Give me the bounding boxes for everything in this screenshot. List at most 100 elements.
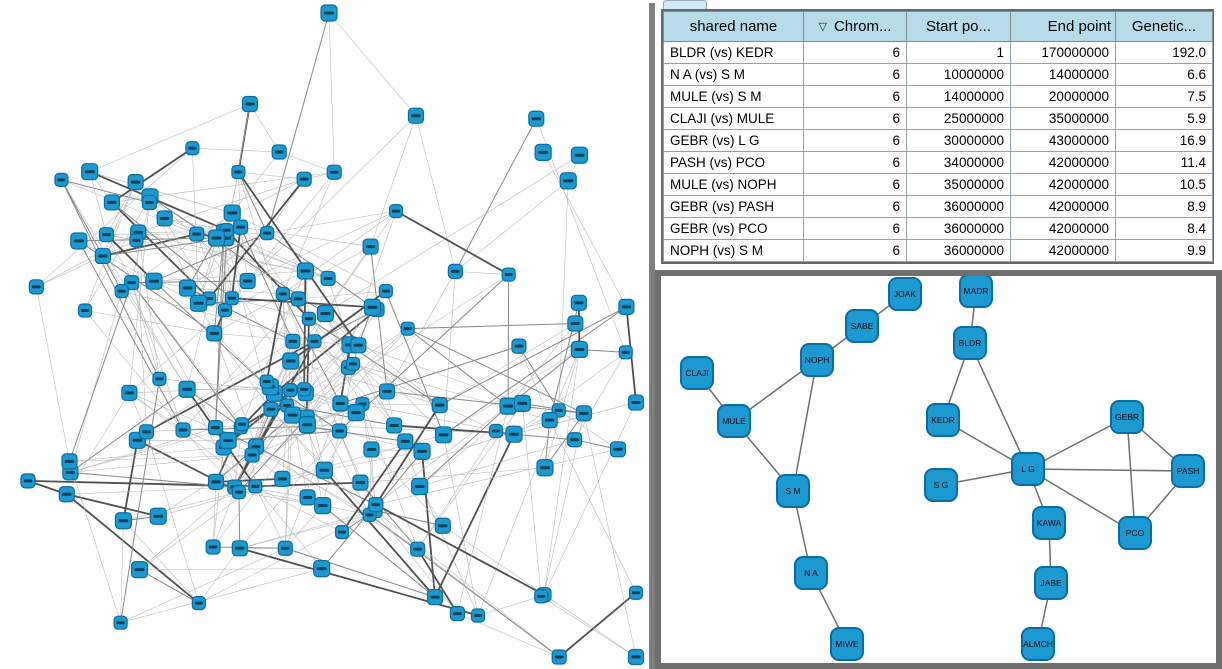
table-row[interactable]: BLDR (vs) KEDR 6 1 170000000 192.0	[663, 41, 1213, 64]
network-edge[interactable]	[123, 491, 239, 522]
cell-value[interactable]: 5.9	[1115, 107, 1213, 130]
network-node[interactable]	[114, 512, 133, 530]
network-edge[interactable]	[322, 505, 436, 598]
network-edge[interactable]	[375, 449, 619, 505]
network-edge[interactable]	[238, 171, 305, 180]
network-edge[interactable]	[247, 172, 335, 282]
network-edge[interactable]	[574, 352, 626, 440]
network-edge[interactable]	[513, 433, 575, 441]
cell-value[interactable]: 36000000	[906, 195, 1011, 218]
cell-value[interactable]: 6	[803, 151, 907, 174]
network-node[interactable]	[152, 371, 167, 386]
network-edge[interactable]	[212, 447, 224, 548]
network-edge[interactable]	[70, 291, 122, 473]
network-node[interactable]	[314, 497, 332, 515]
network-node[interactable]	[570, 146, 589, 164]
cell-value[interactable]: 42000000	[1010, 217, 1116, 240]
network-edge[interactable]	[415, 115, 456, 272]
network-edge[interactable]	[255, 446, 418, 550]
network-node[interactable]	[627, 394, 645, 411]
network-node[interactable]	[534, 143, 552, 161]
network-edge[interactable]	[325, 155, 580, 314]
network-edge[interactable]	[308, 318, 440, 406]
network-edge[interactable]	[139, 569, 200, 604]
network-node[interactable]	[175, 422, 191, 438]
cell-value[interactable]: 6	[803, 173, 907, 196]
cell-value[interactable]: 35000000	[1010, 107, 1116, 130]
network-edge[interactable]	[78, 240, 155, 282]
network-edge[interactable]	[583, 413, 637, 658]
network-edge[interactable]	[324, 451, 423, 471]
network-node[interactable]	[345, 356, 361, 372]
network-edge[interactable]	[111, 147, 193, 204]
network-node[interactable]	[234, 417, 250, 432]
network-node[interactable]	[313, 559, 331, 578]
network-node[interactable]	[156, 210, 173, 227]
network-edge[interactable]	[186, 389, 240, 493]
network-edge[interactable]	[192, 147, 280, 153]
network-edge[interactable]	[443, 306, 627, 436]
table-row[interactable]: MULE (vs) NOPH 6 35000000 42000000 10.5	[663, 173, 1213, 196]
network-edge[interactable]	[230, 227, 242, 299]
network-edge[interactable]	[290, 360, 440, 406]
network-node[interactable]	[241, 95, 259, 113]
network-node[interactable]	[575, 405, 592, 422]
network-edge[interactable]	[285, 547, 436, 598]
cell-value[interactable]: 36000000	[906, 239, 1011, 262]
network-edge[interactable]	[89, 103, 251, 172]
network-edge[interactable]	[198, 510, 376, 604]
network-edge[interactable]	[186, 388, 242, 428]
network-edge[interactable]	[224, 270, 306, 311]
graph-node-LG[interactable]: L G	[1011, 452, 1045, 486]
network-node[interactable]	[320, 270, 336, 287]
network-edge[interactable]	[215, 427, 377, 506]
network-node[interactable]	[301, 311, 317, 326]
network-edge[interactable]	[213, 231, 225, 334]
graph-node-ALMCH[interactable]: ALMCH	[1021, 627, 1055, 661]
network-node[interactable]	[81, 163, 99, 181]
network-edge[interactable]	[305, 318, 310, 418]
network-edge[interactable]	[121, 290, 315, 342]
network-node[interactable]	[299, 489, 316, 506]
network-node[interactable]	[260, 226, 275, 241]
network-edge[interactable]	[234, 360, 292, 488]
cell-value[interactable]: 6	[803, 41, 907, 64]
network-edge[interactable]	[374, 510, 458, 614]
network-node[interactable]	[283, 406, 302, 424]
network-node[interactable]	[207, 419, 224, 436]
network-node[interactable]	[570, 340, 589, 359]
network-edge[interactable]	[375, 503, 545, 596]
network-edge[interactable]	[416, 548, 459, 615]
network-node[interactable]	[316, 304, 334, 323]
network-node[interactable]	[331, 423, 348, 439]
network-node[interactable]	[362, 238, 379, 255]
network-node[interactable]	[407, 107, 425, 124]
network-edge[interactable]	[89, 171, 233, 214]
network-edge[interactable]	[266, 232, 373, 308]
network-node[interactable]	[282, 352, 300, 370]
network-edge[interactable]	[239, 430, 340, 549]
network-edge[interactable]	[362, 403, 418, 550]
edge-NOPH-SM[interactable]	[792, 359, 818, 492]
network-edge[interactable]	[507, 323, 576, 407]
table-row[interactable]: N A (vs) S M 6 10000000 14000000 6.6	[663, 63, 1213, 86]
cell-shared-name[interactable]: N A (vs) S M	[663, 63, 804, 86]
network-node[interactable]	[231, 164, 246, 180]
cell-value[interactable]: 11.4	[1115, 151, 1213, 174]
network-node[interactable]	[145, 272, 163, 290]
network-node[interactable]	[271, 144, 287, 160]
network-edge[interactable]	[198, 237, 217, 304]
network-edge[interactable]	[513, 352, 626, 435]
network-node[interactable]	[138, 424, 155, 440]
network-node[interactable]	[352, 474, 369, 491]
network-node[interactable]	[224, 291, 239, 306]
network-node[interactable]	[94, 247, 111, 265]
cell-value[interactable]: 10.5	[1115, 173, 1213, 196]
cell-value[interactable]: 42000000	[1010, 239, 1116, 262]
graph-node-MIWE[interactable]: MIWE	[830, 627, 864, 661]
network-edge[interactable]	[371, 449, 444, 526]
node-shape[interactable]	[1034, 566, 1068, 600]
network-node[interactable]	[431, 397, 448, 414]
cell-value[interactable]: 8.4	[1115, 217, 1213, 240]
network-edge[interactable]	[215, 477, 283, 483]
